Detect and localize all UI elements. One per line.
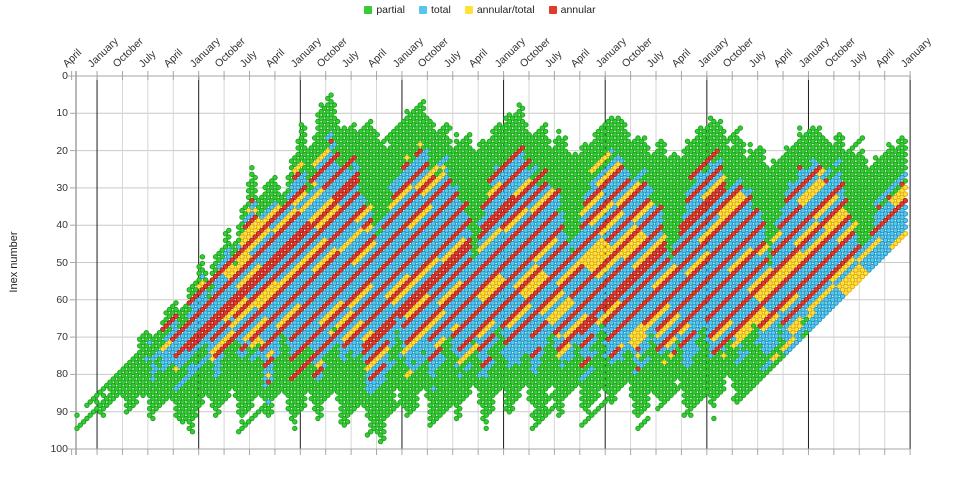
- y-tick-label-60: 60: [56, 293, 68, 306]
- y-axis-title: Inex number: [8, 231, 20, 293]
- y-tick-label-0: 0: [62, 70, 68, 82]
- y-tick-label-80: 80: [56, 368, 68, 381]
- y-tick-label-20: 20: [56, 144, 68, 157]
- y-tick-label-10: 10: [56, 107, 68, 120]
- y-tick-label-70: 70: [56, 331, 68, 344]
- y-tick-label-100: 100: [50, 443, 68, 455]
- y-tick-label-30: 30: [56, 181, 68, 194]
- y-tick-label-40: 40: [56, 219, 68, 232]
- y-tick-label-90: 90: [56, 405, 68, 418]
- y-tick-label-50: 50: [56, 256, 68, 269]
